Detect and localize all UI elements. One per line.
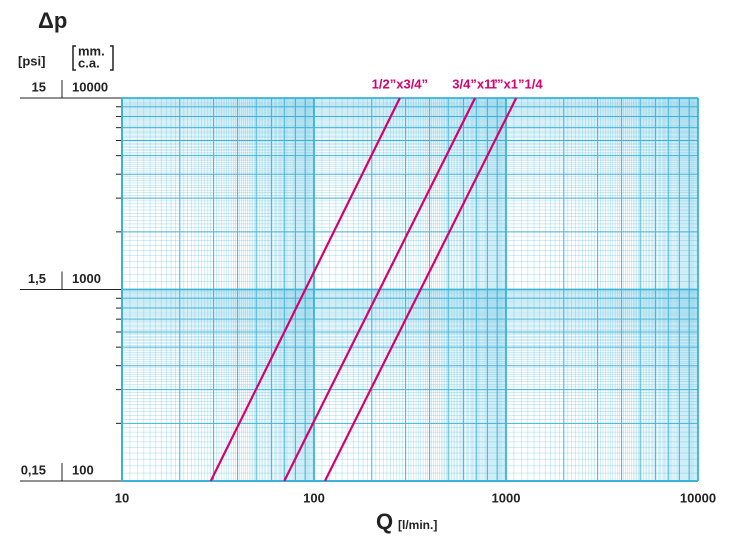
y-tick-label: 1000 [72,271,101,286]
x-tick-label: 10 [115,490,129,505]
y2-label: [psi] [18,53,45,68]
y2-tick-label: 1,5 [28,271,46,286]
y-label: mm. [78,43,105,58]
series-line [283,97,477,482]
series-line [209,97,401,482]
bracket [72,45,114,71]
series-label: 1/2”x3/4” [372,76,428,91]
y-tick-label: 100 [72,462,94,477]
chart-title: Δp [38,8,67,33]
series-label: 3/4”x1” [452,76,498,91]
series-line [323,97,518,482]
y2-tick-label: 0,15 [21,462,46,477]
x-tick-label: 10000 [680,490,716,505]
series-label: 1”x1”1/4 [490,76,544,91]
y-tick-label: 10000 [72,79,108,94]
y-label: c.a. [78,55,100,70]
x-label-unit: [l/min.] [398,518,437,532]
x-tick-label: 1000 [492,490,521,505]
y2-tick-label: 15 [32,79,46,94]
x-tick-label: 100 [303,490,325,505]
x-label: Q [376,509,393,534]
